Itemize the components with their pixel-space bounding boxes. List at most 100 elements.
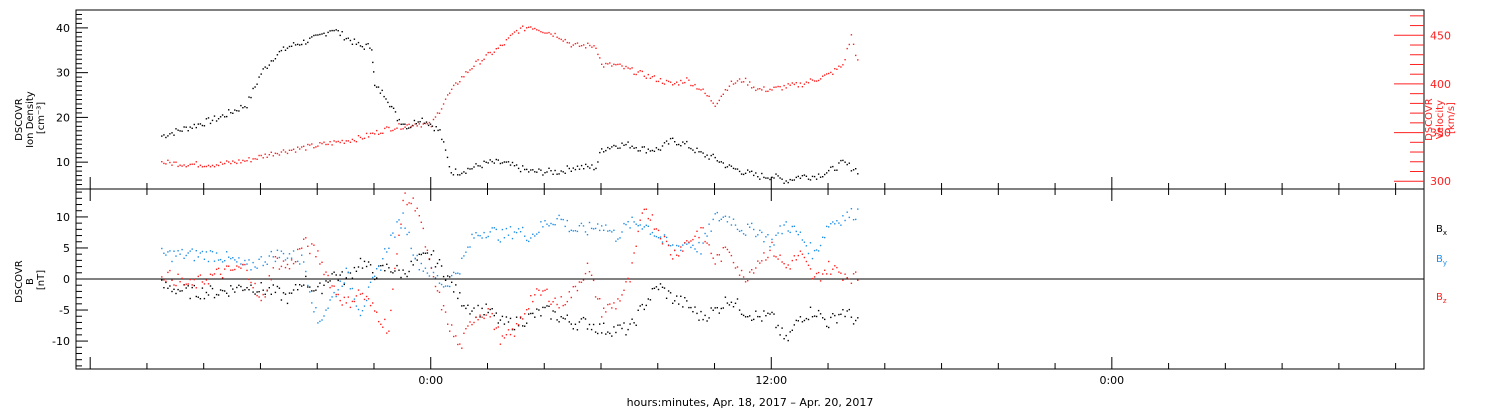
bx-point bbox=[517, 325, 520, 327]
velocity-point bbox=[461, 76, 463, 78]
velocity-point bbox=[305, 149, 307, 151]
bz-point bbox=[797, 254, 799, 257]
ion-density-point bbox=[317, 34, 319, 36]
ion-density-point bbox=[519, 170, 522, 173]
ion-density-point bbox=[564, 172, 566, 174]
bx-point bbox=[728, 304, 731, 306]
velocity-point bbox=[203, 165, 206, 168]
velocity-point bbox=[712, 102, 714, 104]
bz-point bbox=[426, 249, 429, 251]
bx-point bbox=[540, 315, 542, 317]
bz-point bbox=[645, 208, 647, 210]
by-point bbox=[594, 227, 597, 230]
ion-density-point bbox=[767, 177, 769, 179]
velocity-point bbox=[554, 32, 556, 35]
bx-point bbox=[526, 322, 528, 324]
bz-point bbox=[855, 271, 857, 273]
bx-point bbox=[773, 313, 775, 315]
bx-point bbox=[592, 323, 595, 326]
ion-density-point bbox=[613, 144, 615, 147]
ion-density-point bbox=[759, 178, 761, 180]
bx-point bbox=[163, 287, 165, 289]
ion-density-point bbox=[505, 161, 508, 163]
bz-point bbox=[353, 300, 356, 303]
by-point bbox=[629, 227, 631, 229]
bx-point bbox=[420, 253, 422, 256]
bz-point bbox=[850, 282, 853, 284]
velocity-point bbox=[718, 99, 720, 102]
bx-point bbox=[495, 312, 497, 314]
ion-density-point bbox=[280, 49, 283, 52]
bx-point bbox=[809, 306, 812, 308]
by-point bbox=[532, 233, 534, 235]
velocity-point bbox=[226, 160, 228, 162]
bz-point bbox=[284, 266, 287, 269]
by-point bbox=[621, 231, 623, 233]
bz-point bbox=[436, 290, 439, 292]
velocity-point bbox=[483, 58, 485, 60]
velocity-point bbox=[173, 161, 175, 163]
ion-density-point bbox=[761, 172, 763, 175]
bx-point bbox=[590, 328, 593, 331]
bz-point bbox=[256, 294, 258, 297]
bz-point bbox=[495, 327, 497, 329]
ion-density-point bbox=[515, 164, 518, 166]
bz-point bbox=[524, 313, 526, 315]
by-point bbox=[824, 236, 826, 239]
by-point bbox=[511, 237, 514, 240]
bz-point bbox=[574, 285, 577, 288]
by-point bbox=[406, 233, 408, 236]
by-point bbox=[207, 260, 210, 263]
bz-point bbox=[365, 295, 368, 298]
bx-point bbox=[315, 289, 317, 291]
velocity-point bbox=[274, 152, 277, 154]
by-point bbox=[777, 232, 779, 234]
bx-point bbox=[483, 314, 485, 316]
ion-density-point bbox=[708, 158, 710, 160]
velocity-point bbox=[655, 80, 658, 83]
ion-density-point bbox=[161, 135, 163, 137]
bx-point bbox=[351, 277, 354, 279]
bx-point bbox=[238, 284, 240, 286]
bx-point bbox=[805, 317, 808, 320]
ion-density-point bbox=[479, 165, 481, 167]
ion-density-point bbox=[678, 143, 680, 146]
bx-point bbox=[270, 293, 272, 295]
bx-point bbox=[479, 316, 481, 318]
ion-density-point bbox=[548, 167, 550, 169]
by-point bbox=[290, 257, 293, 259]
bx-point bbox=[367, 261, 370, 263]
bz-point bbox=[653, 228, 656, 230]
by-point bbox=[807, 252, 810, 255]
by-point bbox=[426, 272, 429, 274]
by-point bbox=[422, 270, 424, 272]
ion-density-point bbox=[423, 122, 425, 124]
bx-point bbox=[793, 324, 795, 326]
by-point bbox=[649, 233, 652, 235]
velocity-point bbox=[799, 82, 802, 84]
ion-density-point bbox=[556, 173, 558, 175]
velocity-point bbox=[246, 160, 248, 162]
by-point bbox=[359, 314, 362, 317]
bz-point bbox=[438, 291, 441, 293]
bz-point bbox=[627, 277, 629, 280]
by-point bbox=[590, 227, 593, 230]
bz-point bbox=[183, 284, 185, 286]
bx-point bbox=[627, 328, 629, 331]
by-point bbox=[183, 257, 185, 259]
velocity-point bbox=[242, 159, 244, 162]
bx-point bbox=[663, 287, 666, 289]
bz-point bbox=[388, 330, 390, 332]
bz-point bbox=[536, 288, 538, 290]
by-point bbox=[201, 250, 204, 253]
by-point bbox=[408, 231, 410, 234]
velocity-point bbox=[753, 86, 755, 88]
bz-point bbox=[175, 284, 177, 287]
bz-point bbox=[848, 278, 850, 280]
ion-density-point bbox=[372, 61, 374, 64]
by-point bbox=[497, 239, 499, 241]
by-point bbox=[757, 234, 759, 236]
velocity-point bbox=[667, 80, 670, 83]
by-point bbox=[234, 259, 236, 261]
by-point bbox=[627, 221, 629, 223]
